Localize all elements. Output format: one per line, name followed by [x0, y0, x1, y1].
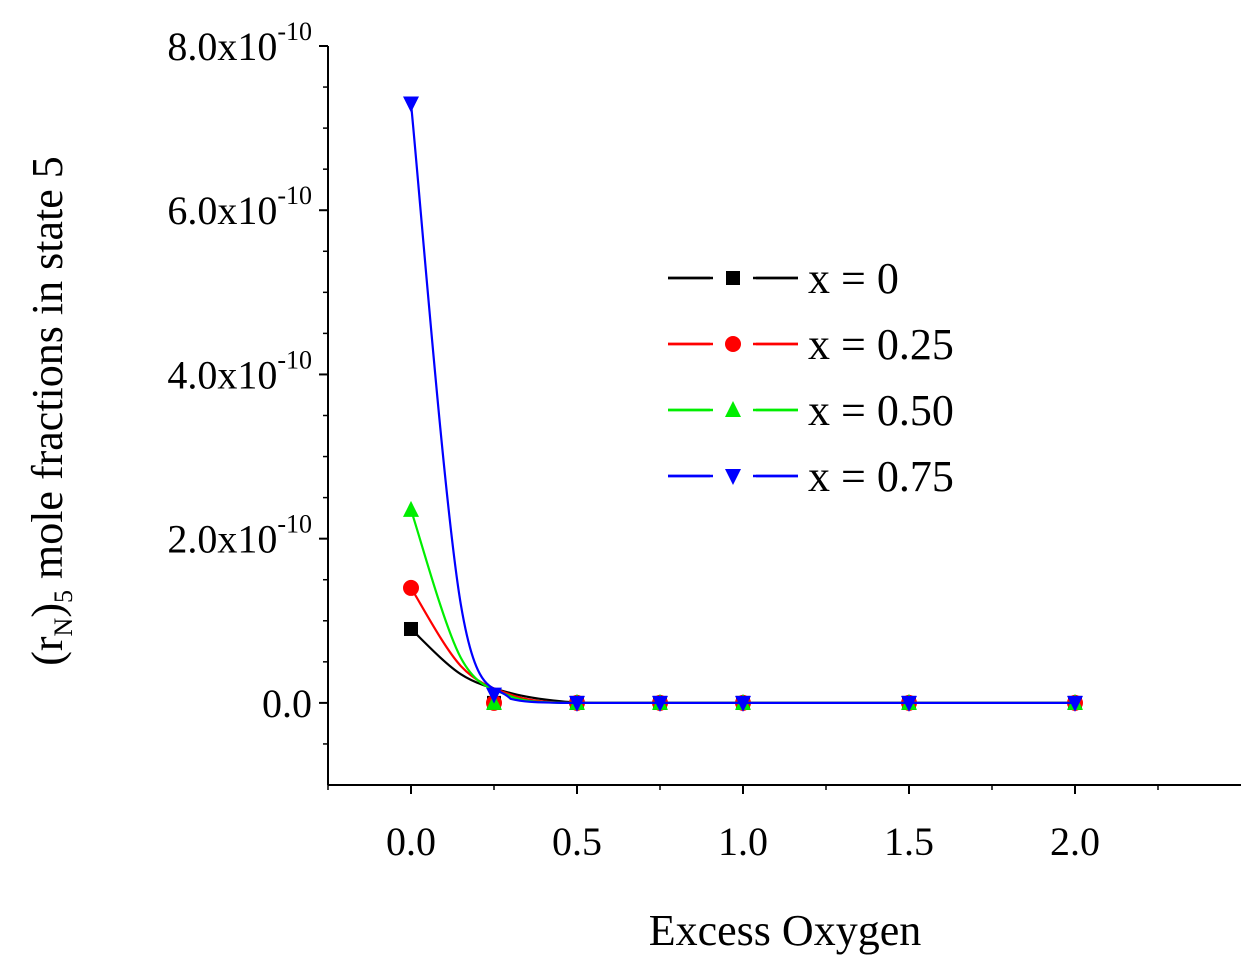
axes [327, 46, 1241, 786]
data-point [652, 695, 668, 712]
series-layer [403, 96, 1083, 712]
data-point [735, 695, 751, 712]
legend-label: x = 0.50 [808, 386, 954, 435]
series-2 [403, 500, 1083, 710]
legend-label: x = 0.75 [808, 452, 954, 501]
y-tick-label: 4.0x10-10 [167, 345, 312, 397]
y-tick-label: 8.0x10-10 [167, 17, 312, 69]
y-tick-label: 2.0x10-10 [167, 510, 312, 562]
series-line [410, 628, 1075, 704]
legend-item: x = 0.25 [668, 320, 954, 369]
y-axis-label-rest: mole fractions in state 5 [23, 156, 72, 590]
legend-item: x = 0 [668, 254, 899, 303]
x-tick-label: 0.5 [552, 819, 602, 864]
legend-item: x = 0.50 [668, 386, 954, 435]
x-axis-label: Excess Oxygen [649, 906, 922, 955]
y-axis-label-prefix: (r [23, 636, 72, 666]
legend-marker [726, 271, 740, 285]
x-tick-label: 1.0 [718, 819, 768, 864]
series-line [409, 103, 1075, 704]
data-point [403, 96, 419, 113]
data-point [569, 695, 585, 712]
data-point [901, 695, 917, 712]
legend: x = 0 x = 0.25 x = 0.50 x = 0.75 [668, 254, 954, 501]
y-tick-label: 6.0x10-10 [167, 181, 312, 233]
series-line [410, 587, 1075, 704]
legend-item: x = 0.75 [668, 452, 954, 501]
legend-marker [725, 401, 741, 417]
ticks: 0.0 2.0x10-10 4.0x10-10 6.0x10-10 8.0x10-10 0… [167, 17, 1159, 864]
data-point [1067, 695, 1083, 712]
y-tick-label: 0.0 [262, 681, 312, 726]
data-point [403, 579, 419, 596]
x-tick-label: 1.5 [884, 819, 934, 864]
legend-label: x = 0 [808, 254, 899, 303]
y-axis-label-sub-outer: 5 [49, 590, 78, 603]
data-point [403, 500, 419, 517]
legend-marker [725, 336, 741, 352]
legend-marker [725, 469, 741, 485]
series-line [409, 509, 1075, 704]
data-point [486, 687, 502, 704]
y-axis-label-sub-inner: N [49, 617, 78, 636]
data-point [404, 621, 418, 636]
x-tick-label: 2.0 [1050, 819, 1100, 864]
x-tick-label: 0.0 [386, 819, 436, 864]
y-axis-label: (rN)5 mole fractions in state 5 [23, 156, 78, 666]
series-3 [403, 96, 1083, 712]
legend-label: x = 0.25 [808, 320, 954, 369]
y-axis-label-close: ) [23, 603, 72, 618]
